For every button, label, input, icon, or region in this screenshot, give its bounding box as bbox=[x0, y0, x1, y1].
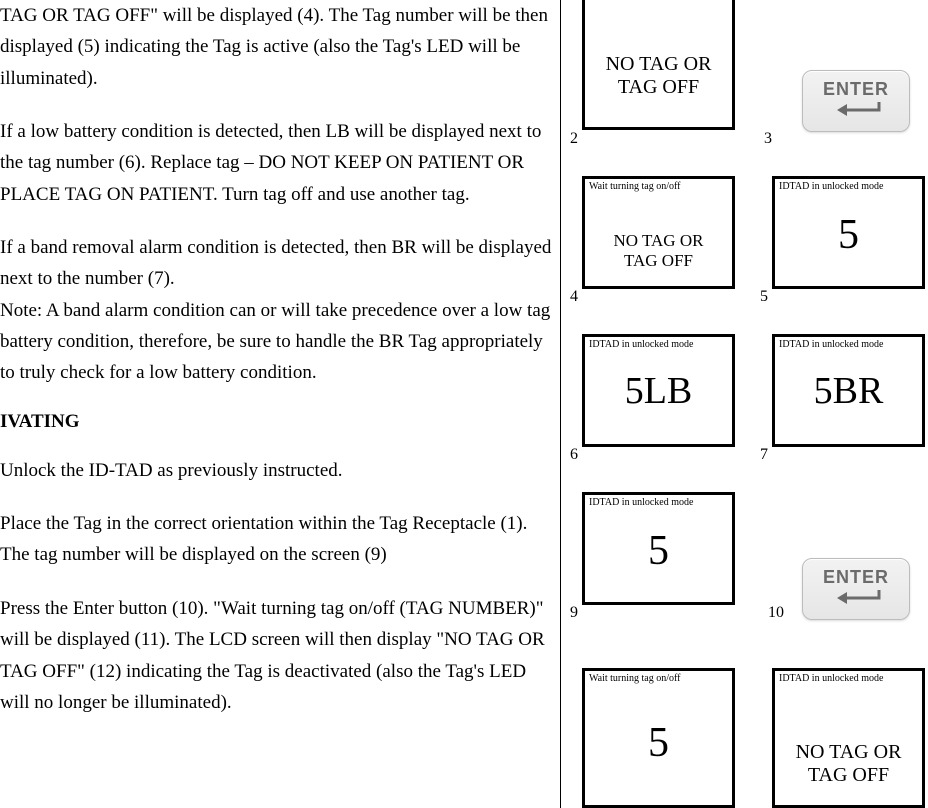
paragraph-7: Press the Enter button (10). "Wait turni… bbox=[0, 593, 556, 718]
enter-arrow-icon bbox=[803, 588, 909, 608]
page: TAG OR TAG OFF" will be displayed (4). T… bbox=[0, 0, 928, 808]
label-3: 3 bbox=[764, 130, 772, 148]
paragraph-4: Note: A band alarm condition can or will… bbox=[0, 295, 556, 389]
screen-7: IDTAD in unlocked mode 5BR bbox=[772, 334, 925, 447]
enter-key-10[interactable]: ENTER bbox=[802, 558, 910, 620]
enter-key-3[interactable]: ENTER bbox=[802, 70, 910, 132]
screen-2-line2: TAG OFF bbox=[618, 76, 699, 98]
screen-7-text: 5BR bbox=[775, 369, 922, 413]
screen-6: IDTAD in unlocked mode 5LB bbox=[582, 334, 735, 447]
screen-2-text: NO TAG OR TAG OFF bbox=[585, 53, 732, 99]
label-9: 9 bbox=[570, 604, 578, 622]
enter-key-3-label: ENTER bbox=[803, 79, 909, 100]
enter-key-10-label: ENTER bbox=[803, 567, 909, 588]
screen-9-text: 5 bbox=[585, 527, 732, 575]
label-5: 5 bbox=[760, 288, 768, 306]
screen-4-line1: NO TAG OR bbox=[614, 231, 704, 250]
label-6: 6 bbox=[570, 446, 578, 464]
paragraph-1: TAG OR TAG OFF" will be displayed (4). T… bbox=[0, 0, 556, 94]
screen-7-caption: IDTAD in unlocked mode bbox=[779, 339, 883, 350]
text-column: TAG OR TAG OFF" will be displayed (4). T… bbox=[0, 0, 560, 740]
label-7: 7 bbox=[760, 446, 768, 464]
paragraph-2: If a low battery condition is detected, … bbox=[0, 116, 556, 210]
screen-4: Wait turning tag on/off NO TAG OR TAG OF… bbox=[582, 176, 735, 289]
screen-9-caption: IDTAD in unlocked mode bbox=[589, 497, 693, 508]
label-10: 10 bbox=[768, 604, 784, 622]
screen-4-caption: Wait turning tag on/off bbox=[589, 181, 681, 192]
screen-5-caption: IDTAD in unlocked mode bbox=[779, 181, 883, 192]
screen-12-caption: IDTAD in unlocked mode bbox=[779, 673, 883, 684]
screen-5: IDTAD in unlocked mode 5 bbox=[772, 176, 925, 289]
label-2: 2 bbox=[570, 130, 578, 148]
paragraph-6: Place the Tag in the correct orientation… bbox=[0, 508, 556, 571]
figure-column: IDTAD in unlocked mode NO TAG OR TAG OFF… bbox=[560, 0, 928, 808]
label-4: 4 bbox=[570, 288, 578, 306]
screen-12-line2: TAG OFF bbox=[808, 764, 889, 786]
screen-4-text: NO TAG OR TAG OFF bbox=[585, 231, 732, 270]
screen-11: Wait turning tag on/off 5 bbox=[582, 668, 735, 808]
screen-12: IDTAD in unlocked mode NO TAG OR TAG OFF bbox=[772, 668, 925, 808]
screen-9: IDTAD in unlocked mode 5 bbox=[582, 492, 735, 605]
screen-5-text: 5 bbox=[775, 211, 922, 259]
screen-11-caption: Wait turning tag on/off bbox=[589, 673, 681, 684]
paragraph-3: If a band removal alarm condition is det… bbox=[0, 232, 556, 295]
screen-12-text: NO TAG OR TAG OFF bbox=[775, 741, 922, 787]
paragraph-5: Unlock the ID-TAD as previously instruct… bbox=[0, 455, 556, 486]
screen-4-line2: TAG OFF bbox=[624, 251, 693, 270]
screen-2: IDTAD in unlocked mode NO TAG OR TAG OFF bbox=[582, 0, 735, 130]
screen-6-text: 5LB bbox=[585, 369, 732, 413]
screen-11-text: 5 bbox=[585, 719, 732, 767]
screen-6-caption: IDTAD in unlocked mode bbox=[589, 339, 693, 350]
screen-2-line1: NO TAG OR bbox=[606, 53, 712, 75]
heading-ivating: IVATING bbox=[0, 411, 556, 433]
screen-12-line1: NO TAG OR bbox=[796, 741, 902, 763]
enter-arrow-icon bbox=[803, 100, 909, 120]
